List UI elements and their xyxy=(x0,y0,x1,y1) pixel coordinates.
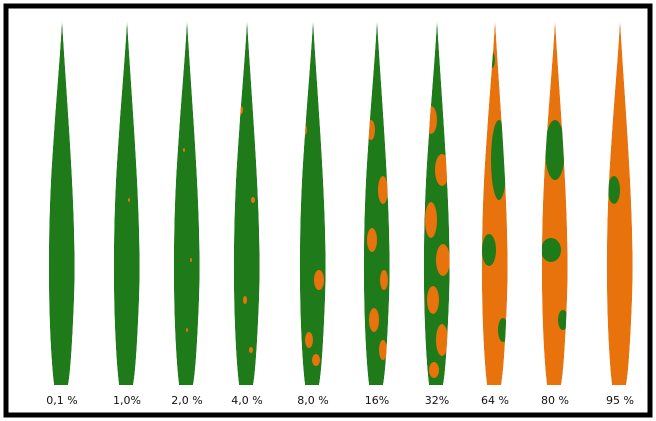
leaf-patch xyxy=(380,270,388,290)
severity-label: 2,0 % xyxy=(171,394,202,407)
leaf-patch xyxy=(545,120,565,180)
leaf-patch xyxy=(608,176,620,204)
severity-label: 95 % xyxy=(606,394,634,407)
page: {"leaves": [ {"label": "0,1 %"}, {"label… xyxy=(0,0,656,421)
leaf-patch xyxy=(436,324,448,356)
severity-label: 32% xyxy=(425,394,449,407)
leaf-patch xyxy=(312,354,320,366)
leaf-patch xyxy=(482,234,496,266)
leaf-patch xyxy=(249,347,253,353)
leaf-patch xyxy=(190,258,192,262)
leaf-patch xyxy=(305,332,313,348)
leaf-patch xyxy=(427,286,439,314)
leaf-patch xyxy=(243,296,247,304)
severity-label: 80 % xyxy=(541,394,569,407)
leaf-patch xyxy=(186,328,188,332)
severity-label: 8,0 % xyxy=(297,394,328,407)
leaf-patch xyxy=(128,198,130,202)
severity-label: 16% xyxy=(365,394,389,407)
leaf-patch xyxy=(429,362,439,378)
severity-label: 64 % xyxy=(481,394,509,407)
severity-label: 1,0% xyxy=(113,394,141,407)
severity-label: 4,0 % xyxy=(231,394,262,407)
leaf-patch xyxy=(378,176,388,204)
leaf-patch xyxy=(314,270,324,290)
leaf-patch xyxy=(436,244,450,276)
leaf-patch xyxy=(425,202,437,238)
leaf-patch xyxy=(379,340,387,360)
severity-label: 0,1 % xyxy=(46,394,77,407)
leaf-patch xyxy=(541,238,561,262)
leaf-patch xyxy=(367,228,377,252)
severity-scale: 0,1 % 1,0% 2,0 % 4,0 % 8,0 % 16% 32% 64 % 80 % 95… xyxy=(0,0,656,421)
leaf-patch xyxy=(183,148,185,152)
leaf-patch xyxy=(369,308,379,332)
leaf-patch xyxy=(251,197,255,203)
